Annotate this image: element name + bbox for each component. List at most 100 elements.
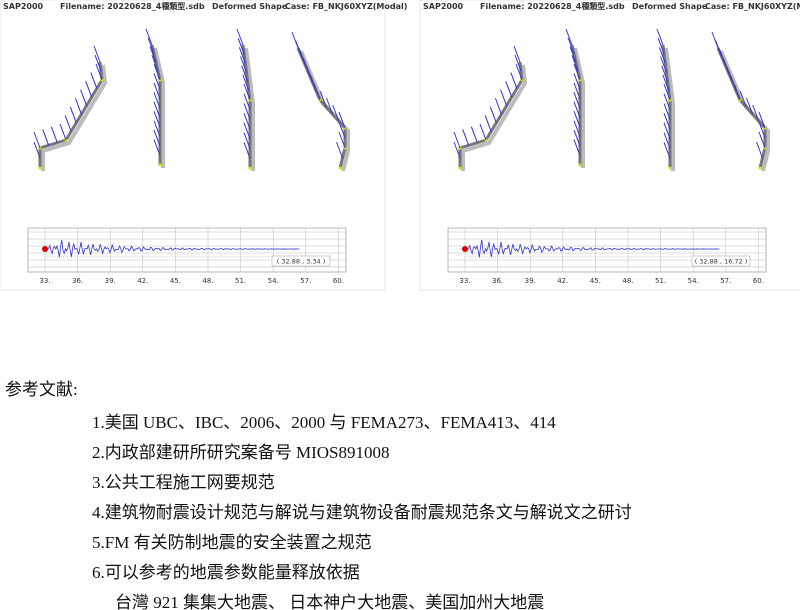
frame-shadow — [153, 47, 165, 168]
mode-vector — [243, 132, 251, 149]
mode-vector — [153, 129, 161, 147]
mode-vector — [242, 74, 250, 92]
filename: Filename: 20220628_4種類型.sdb — [60, 1, 205, 11]
mode-vector — [243, 93, 251, 110]
filename: Filename: 20220628_4種類型.sdb — [480, 1, 625, 11]
mode-vector — [739, 90, 747, 108]
reference-item: 4.建筑物耐震设计规范与解说与建筑物设备耐震规范条文与解说文之研讨 — [92, 503, 632, 522]
mode-vector — [573, 120, 581, 137]
joint — [248, 166, 252, 170]
app-name: SAP2000 — [423, 2, 464, 11]
mode-vector — [573, 92, 581, 109]
references-title: 参考文献: — [5, 380, 78, 399]
mode-vector — [147, 37, 155, 54]
time-tick-label: 48. — [622, 277, 633, 285]
joint — [458, 166, 462, 170]
time-tick-label: 33. — [459, 277, 470, 285]
mode-vector — [658, 47, 666, 64]
time-tick-label: 42. — [557, 277, 568, 285]
mode-vector — [33, 141, 41, 159]
frame-shadow — [41, 64, 108, 171]
mode-vector — [453, 131, 461, 149]
mode-vector — [93, 45, 101, 63]
mode-vector — [663, 122, 671, 140]
reference-item: 2.内政部建研所研究案备号 MIOS891008 — [92, 443, 390, 462]
mode-vector — [733, 83, 741, 101]
mode-vector — [571, 55, 579, 72]
view-name: Deformed Shape — [212, 2, 288, 11]
mode-vector — [663, 83, 671, 101]
mode-vector — [758, 121, 766, 139]
time-tick-label: 54. — [268, 277, 279, 285]
time-tick-label: 60. — [333, 277, 344, 285]
mode-vector — [243, 103, 251, 120]
mode-vector — [153, 82, 161, 100]
mode-vector — [338, 131, 346, 149]
mode-vector — [153, 73, 161, 90]
frame-shadow — [573, 47, 585, 168]
mode-vector — [238, 47, 246, 64]
time-tick-label: 39. — [105, 277, 116, 285]
mode-vector — [514, 54, 522, 72]
time-tick-label: 57. — [720, 277, 731, 285]
mode-vector — [746, 97, 753, 115]
time-tick-label: 42. — [137, 277, 148, 285]
mode-vector — [470, 126, 478, 143]
mode-vector — [80, 89, 88, 106]
mode-vector — [151, 55, 159, 72]
mode-vector — [50, 126, 58, 143]
time-tick-label: 36. — [72, 277, 83, 285]
mode-vector — [59, 123, 67, 141]
mode-vector — [663, 142, 671, 159]
case-name: Case: FB_NKJ60XYZ(Modal) — [285, 2, 407, 11]
mode-vector — [573, 101, 581, 118]
time-tick-label: 33. — [39, 277, 50, 285]
cursor-point — [462, 246, 468, 252]
mode-vector — [243, 112, 251, 130]
mode-vector — [90, 72, 98, 89]
mode-vector — [513, 45, 521, 63]
mode-vector — [85, 80, 93, 98]
time-history — [464, 239, 720, 258]
view-name: Deformed Shape — [632, 2, 708, 11]
mode-vector — [338, 121, 346, 139]
mode-vector — [573, 129, 581, 147]
mode-vector — [338, 111, 346, 129]
mode-vector — [64, 115, 72, 132]
frame-shadow — [244, 47, 255, 171]
mode-vector — [153, 111, 161, 128]
screenshot-panel: SAP2000 Filename: 20220628_4種類型.sdb Deform… — [419, 0, 800, 291]
reference-item: 1.美国 UBC、IBC、2006、2000 与 FEMA273、FEMA413… — [92, 413, 556, 432]
mode-vector — [95, 63, 103, 81]
frame-shadow — [461, 64, 528, 171]
mode-vector — [752, 104, 760, 122]
readout: ( 32.88 , 3.34 ) — [277, 258, 325, 266]
mode-vector — [33, 131, 41, 149]
mode-vector — [484, 115, 492, 132]
mode-vector — [153, 120, 161, 137]
mode-vector — [153, 63, 161, 81]
reference-item: 6.可以参考的地震参数能量释放依据 — [92, 563, 360, 582]
mode-vector — [243, 122, 251, 140]
mode-vector — [479, 123, 487, 141]
mode-vector — [567, 37, 575, 54]
time-tick-label: 36. — [492, 277, 503, 285]
frame-shadow — [719, 50, 770, 172]
joint — [338, 166, 342, 170]
mode-vector — [661, 65, 669, 82]
time-tick-label: 51. — [235, 277, 246, 285]
mode-vector — [332, 104, 340, 122]
mode-vector — [663, 112, 671, 130]
joint — [158, 163, 162, 167]
mode-vector — [573, 82, 581, 100]
joint — [38, 166, 42, 170]
frame-shadow — [664, 47, 675, 171]
time-tick-label: 54. — [688, 277, 699, 285]
readout-box — [271, 255, 331, 267]
time-tick-label: 45. — [170, 277, 181, 285]
time-tick-label: 48. — [202, 277, 213, 285]
mode-vector — [313, 83, 321, 101]
joint — [668, 166, 672, 170]
mode-vector — [240, 56, 247, 73]
mode-vector — [494, 98, 502, 115]
